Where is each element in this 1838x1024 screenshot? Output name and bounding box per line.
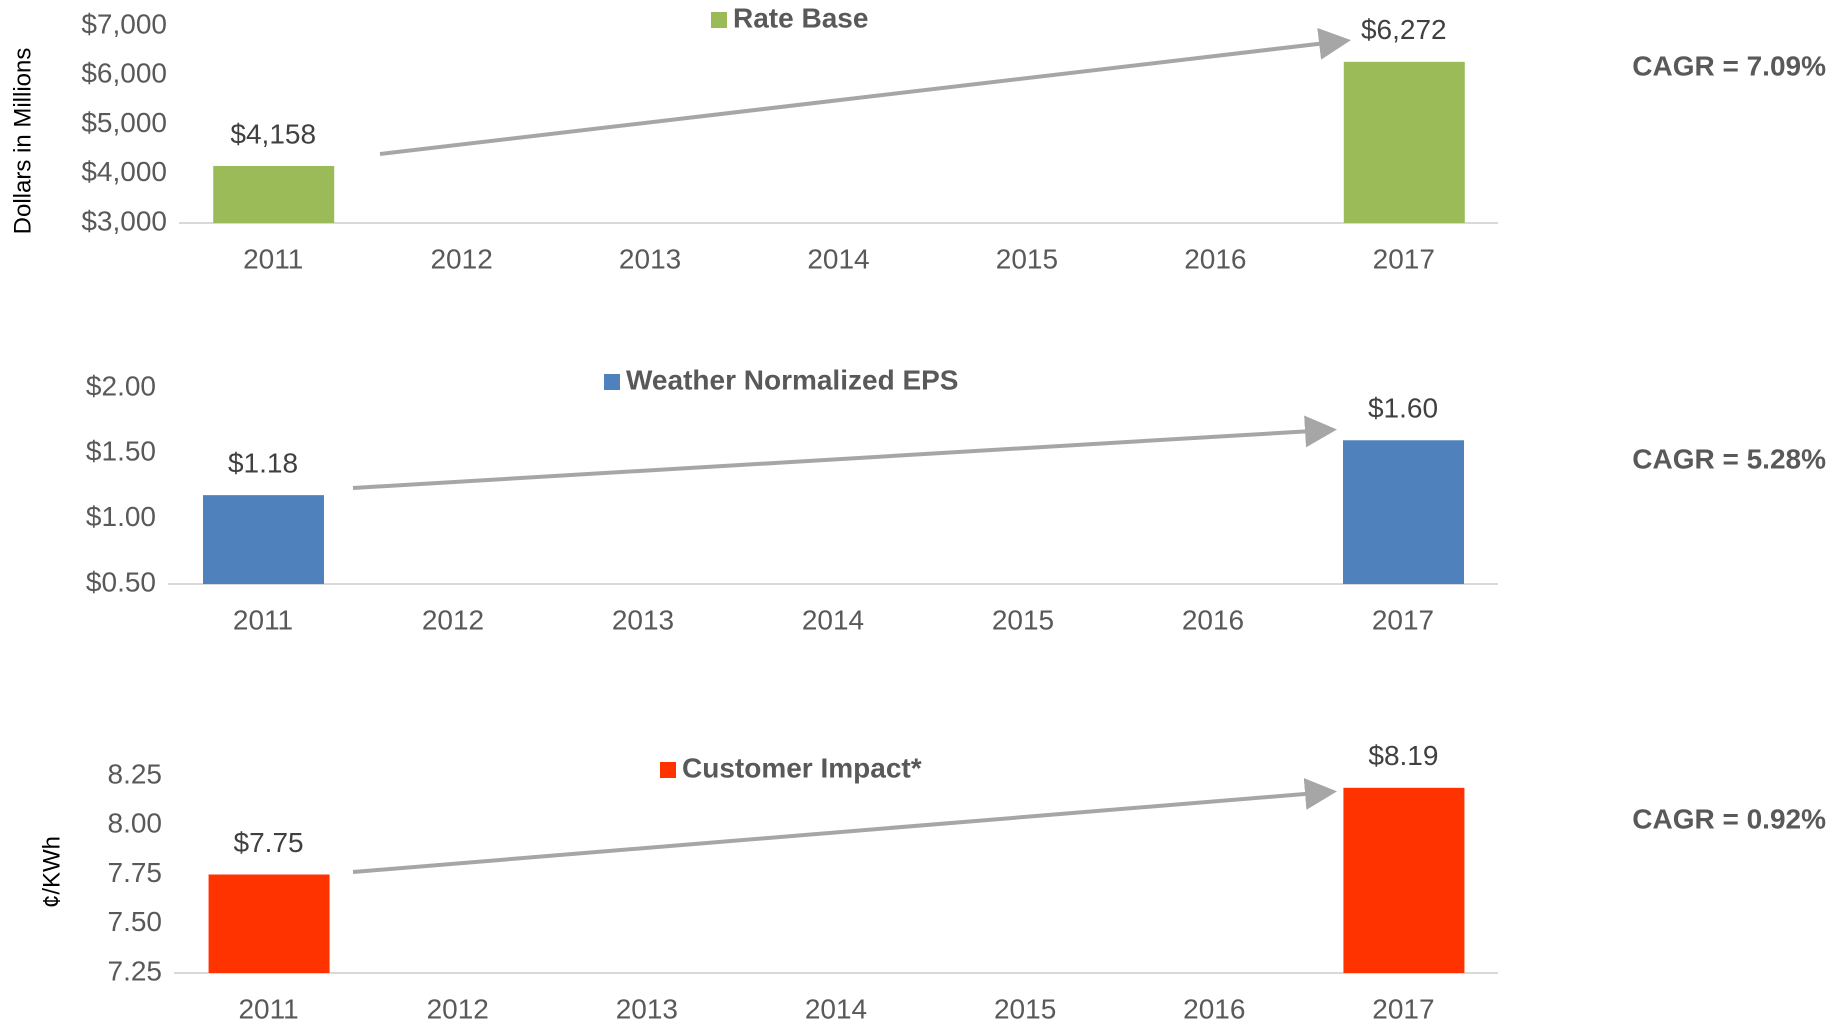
x-tick-label: 2015 xyxy=(994,993,1056,1024)
y-tick-label: $2.00 xyxy=(86,370,156,401)
legend-swatch xyxy=(711,12,727,28)
x-tick-label: 2016 xyxy=(1183,993,1245,1024)
y-tick-label: $4,000 xyxy=(81,156,167,187)
x-tick-label: 2011 xyxy=(233,604,293,635)
bar xyxy=(208,874,330,973)
data-label: $7.75 xyxy=(234,827,304,858)
cagr-annotation: CAGR = 0.92% xyxy=(1632,803,1826,834)
x-tick-label: 2014 xyxy=(802,604,864,635)
x-tick-label: 2015 xyxy=(996,243,1058,274)
y-tick-label: 8.00 xyxy=(108,808,163,839)
x-tick-label: 2016 xyxy=(1182,604,1244,635)
trend-arrow xyxy=(352,415,1337,490)
y-tick-label: $5,000 xyxy=(81,107,167,138)
data-label: $1.60 xyxy=(1368,393,1438,424)
bar xyxy=(203,495,324,584)
x-tick-label: 2017 xyxy=(1373,243,1435,274)
data-label: $1.18 xyxy=(228,448,298,479)
legend-label: Customer Impact* xyxy=(682,752,922,783)
legend-label: Rate Base xyxy=(733,2,868,33)
y-tick-label: $0.50 xyxy=(86,566,156,597)
x-tick-label: 2015 xyxy=(992,604,1054,635)
x-tick-label: 2012 xyxy=(427,993,489,1024)
x-tick-label: 2013 xyxy=(616,993,678,1024)
legend-swatch xyxy=(604,374,620,390)
y-tick-label: 7.50 xyxy=(108,906,163,937)
x-tick-label: 2016 xyxy=(1184,243,1246,274)
y-tick-label: 7.75 xyxy=(108,857,163,888)
bar xyxy=(213,165,335,223)
x-tick-label: 2011 xyxy=(238,993,298,1024)
legend-label: Weather Normalized EPS xyxy=(626,364,958,395)
y-tick-label: $1.00 xyxy=(86,501,156,532)
bar xyxy=(1343,61,1465,223)
x-tick-label: 2012 xyxy=(422,604,484,635)
y-axis-label: ¢/KWh xyxy=(38,836,65,908)
x-tick-label: 2013 xyxy=(612,604,674,635)
cagr-annotation: CAGR = 7.09% xyxy=(1632,50,1826,81)
data-label: $4,158 xyxy=(230,118,316,149)
data-label: $8.19 xyxy=(1368,740,1438,771)
y-tick-label: $7,000 xyxy=(81,8,167,39)
x-tick-label: 2012 xyxy=(430,243,492,274)
y-axis-label: Dollars in Millions xyxy=(9,48,36,235)
data-label: $6,272 xyxy=(1361,14,1447,45)
y-tick-label: 8.25 xyxy=(108,758,163,789)
legend-swatch xyxy=(660,762,676,778)
cagr-annotation: CAGR = 5.28% xyxy=(1632,443,1826,474)
x-tick-label: 2014 xyxy=(807,243,869,274)
bar xyxy=(1343,787,1465,973)
bar xyxy=(1343,440,1464,584)
y-tick-label: 7.25 xyxy=(108,955,163,986)
trend-arrow xyxy=(352,778,1337,874)
x-tick-label: 2017 xyxy=(1372,993,1434,1024)
x-tick-label: 2017 xyxy=(1372,604,1434,635)
y-tick-label: $6,000 xyxy=(81,58,167,89)
x-tick-label: 2013 xyxy=(619,243,681,274)
y-tick-label: $3,000 xyxy=(81,205,167,236)
y-tick-label: $1.50 xyxy=(86,436,156,467)
trend-arrow xyxy=(379,27,1351,156)
x-tick-label: 2014 xyxy=(805,993,867,1024)
x-tick-label: 2011 xyxy=(243,243,303,274)
